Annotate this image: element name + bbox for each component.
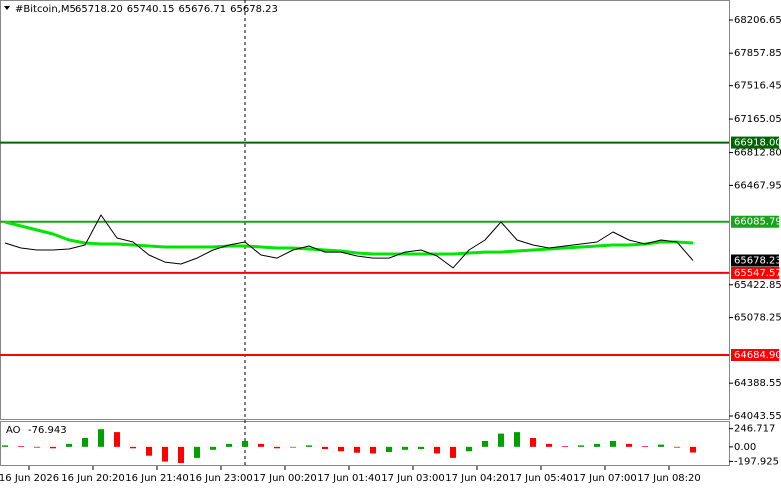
ao-bar — [2, 445, 8, 447]
ao-bar — [162, 446, 168, 462]
ao-bar — [642, 446, 648, 447]
y-tick-label: 65078.25 — [734, 313, 781, 324]
ao-bar — [290, 446, 296, 448]
current-price-box — [731, 254, 779, 267]
ao-bar — [434, 446, 440, 454]
ao-bar — [482, 440, 488, 447]
ao-bar — [82, 438, 88, 447]
y-tick-label: 68206.65 — [734, 15, 781, 26]
x-tick-label: 17 Jun 04:20 — [445, 473, 509, 484]
ao-bar — [562, 446, 568, 447]
y-tick-label: 64043.55 — [734, 411, 781, 422]
y-tick-label: 65422.85 — [734, 280, 781, 291]
ao-bar — [578, 445, 584, 447]
level-label-box — [731, 136, 779, 149]
ao-bar — [50, 446, 56, 449]
chart-title: #Bitcoin,M5 — [15, 4, 76, 15]
ao-tick-label: 246.717 — [734, 424, 775, 435]
quote-value: 65678.23 — [230, 4, 278, 15]
x-tick-label: 17 Jun 08:20 — [637, 473, 701, 484]
ao-label: AO — [6, 425, 21, 436]
ao-bar — [690, 446, 696, 453]
ao-bar — [610, 440, 616, 447]
ao-bar — [18, 446, 24, 447]
main-panel — [0, 0, 730, 420]
ao-bar — [466, 446, 472, 452]
ao-bar — [530, 438, 536, 447]
y-tick-label: 66467.95 — [734, 180, 781, 191]
ao-bar — [594, 443, 600, 447]
ao-tick-label: 0.00 — [734, 442, 756, 453]
x-tick-label: 17 Jun 00:20 — [253, 473, 317, 484]
ao-bar — [146, 446, 152, 456]
ao-bar — [354, 446, 360, 453]
ao-bar — [322, 446, 328, 450]
ao-bar — [514, 432, 520, 447]
level-label-box — [731, 215, 779, 228]
x-tick-label: 16 Jun 23:00 — [189, 473, 253, 484]
ao-bar — [98, 429, 104, 447]
x-tick-label: 17 Jun 07:00 — [573, 473, 637, 484]
y-tick-label: 67857.85 — [734, 48, 781, 59]
ao-bar — [658, 444, 664, 447]
ao-bar — [210, 446, 216, 450]
y-tick-label: 67516.45 — [734, 81, 781, 92]
ao-bar — [66, 443, 72, 447]
x-tick-label: 16 Jun 2026 — [0, 473, 59, 484]
level-label-box — [731, 348, 779, 361]
y-tick-label: 67165.05 — [734, 114, 781, 125]
ao-bar — [402, 446, 408, 450]
price-line — [4, 214, 694, 269]
ao-bar — [194, 446, 200, 458]
x-tick-label: 17 Jun 03:00 — [381, 473, 445, 484]
x-tick-label: 17 Jun 05:40 — [509, 473, 573, 484]
y-tick-label: 64388.55 — [734, 378, 781, 389]
ao-bar — [242, 440, 248, 447]
ao-bar — [674, 446, 680, 448]
quote: 65718.20 65740.15 65676.71 65678.23 — [75, 4, 278, 15]
ao-bar — [338, 446, 344, 452]
ao-bar — [34, 446, 40, 448]
ao-bar — [418, 446, 424, 450]
level-label-box — [731, 266, 779, 279]
ao-bar — [498, 433, 504, 447]
ao-bar — [258, 443, 264, 447]
ao-bar — [114, 432, 120, 447]
level-label: 66085.79 — [734, 217, 781, 228]
quote-value: 65718.20 — [75, 4, 123, 15]
menu-arrow — [4, 6, 10, 10]
x-tick-label: 16 Jun 21:40 — [125, 473, 189, 484]
ao-bar — [386, 446, 392, 452]
moving-average — [4, 220, 694, 256]
current-price: 65678.23 — [734, 256, 781, 267]
ao-value: -76.943 — [28, 425, 67, 436]
ao-bar — [306, 445, 312, 447]
y-tick-label: 66812.80 — [734, 148, 781, 159]
quote-value: 65740.15 — [127, 4, 175, 15]
ao-bar — [226, 443, 232, 447]
ao-bar — [274, 446, 280, 449]
quote-value: 65676.71 — [178, 4, 226, 15]
level-label: 64684.90 — [734, 350, 781, 361]
ao-bar — [370, 446, 376, 454]
x-tick-label: 17 Jun 01:40 — [317, 473, 381, 484]
ao-bar — [450, 446, 456, 458]
ao-panel — [0, 421, 730, 466]
ao-bar — [178, 446, 184, 464]
level-label: 65547.57 — [734, 268, 781, 279]
ao-tick-label: -197.925 — [734, 456, 779, 467]
ao-bar — [546, 443, 552, 447]
x-tick-label: 16 Jun 20:20 — [61, 473, 125, 484]
ao-bar — [130, 446, 136, 449]
level-label: 66918.00 — [734, 138, 781, 149]
ao-bar — [626, 443, 632, 447]
